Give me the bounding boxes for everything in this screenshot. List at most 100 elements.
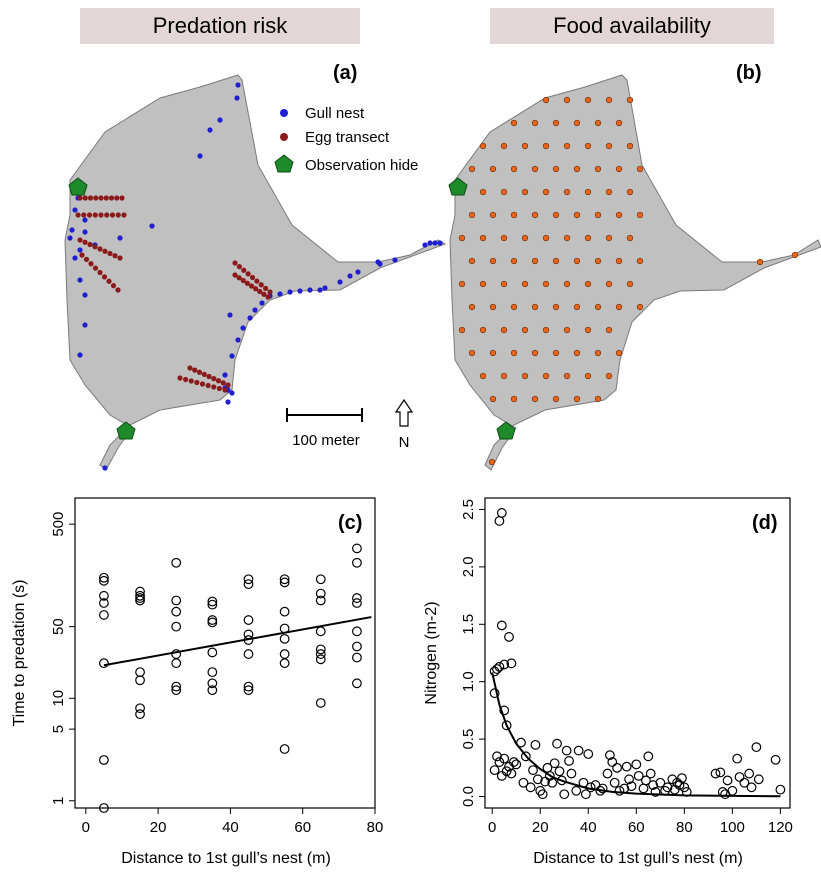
- food-sample-marker: [594, 119, 602, 127]
- egg-transect-marker: [92, 212, 98, 218]
- food-sample-marker: [626, 280, 634, 288]
- food-sample-marker: [488, 458, 496, 466]
- egg-transect-marker: [263, 285, 269, 291]
- food-sample-marker: [584, 234, 592, 242]
- gull-nest-marker: [322, 285, 328, 291]
- data-point-c: [99, 590, 109, 601]
- food-sample-marker: [552, 165, 560, 173]
- gull-nest-marker: [377, 261, 383, 267]
- data-point-d: [609, 777, 620, 788]
- data-point-c: [171, 685, 182, 696]
- data-point-c: [207, 599, 218, 610]
- food-sample-marker: [605, 96, 613, 104]
- food-sample-marker: [542, 372, 550, 380]
- y-tick-label-d: 1.5: [460, 614, 477, 635]
- data-point-d: [532, 774, 543, 785]
- y-tick-label-d: 2.5: [460, 499, 477, 520]
- data-point-d: [753, 774, 764, 785]
- egg-transect-marker: [211, 376, 217, 382]
- data-point-d: [499, 659, 510, 670]
- legend-gull-nest-marker: [280, 109, 288, 117]
- food-sample-marker: [500, 142, 508, 150]
- header-predation-risk-label: Predation risk: [152, 13, 288, 38]
- north-label: N: [399, 434, 410, 451]
- food-sample-marker: [468, 349, 476, 357]
- data-point-c: [207, 596, 218, 607]
- food-sample-marker: [563, 326, 571, 334]
- egg-transect-marker: [206, 373, 212, 380]
- data-point-d: [561, 745, 572, 756]
- egg-transect-marker: [81, 212, 87, 218]
- data-point-c: [352, 626, 362, 637]
- food-sample-marker: [615, 119, 623, 127]
- food-sample-marker: [500, 280, 508, 288]
- gull-nest-marker: [337, 279, 343, 285]
- egg-transect-marker: [211, 384, 217, 390]
- data-point-d: [489, 688, 500, 699]
- egg-transect-marker: [86, 212, 93, 218]
- gull-nest-marker: [69, 227, 75, 233]
- egg-transect-marker: [194, 379, 200, 386]
- food-sample-marker: [510, 395, 518, 403]
- gull-nest-marker: [259, 300, 265, 306]
- data-point-d: [547, 777, 558, 788]
- food-sample-marker: [521, 280, 529, 288]
- food-sample-marker: [500, 326, 508, 334]
- food-sample-marker: [468, 303, 476, 311]
- egg-transect-marker: [82, 239, 88, 245]
- points-d: [489, 508, 786, 800]
- data-point-c: [207, 647, 218, 658]
- island-shape-a: [64, 74, 447, 471]
- data-point-d: [530, 739, 541, 750]
- egg-transect-marker: [196, 369, 203, 375]
- food-sample-marker: [615, 165, 623, 173]
- data-point-d: [492, 664, 502, 674]
- data-point-d: [602, 768, 613, 779]
- data-point-c: [279, 633, 290, 644]
- food-sample-marker: [531, 211, 539, 219]
- data-point-c: [243, 649, 254, 659]
- gull-nest-marker: [222, 372, 228, 378]
- data-point-d: [496, 508, 507, 518]
- data-point-c: [171, 658, 182, 669]
- egg-transect-marker: [97, 246, 103, 252]
- data-point-d: [511, 759, 522, 770]
- data-point-d: [626, 781, 637, 792]
- egg-transect-marker: [261, 291, 267, 297]
- data-point-c: [315, 595, 326, 606]
- data-point-c: [99, 755, 109, 765]
- food-sample-marker: [626, 234, 634, 242]
- gull-nest-marker: [217, 117, 223, 123]
- x-tick-label-d: 80: [676, 819, 693, 836]
- data-point-c: [315, 698, 326, 708]
- food-sample-marker: [584, 96, 592, 104]
- data-point-c: [99, 598, 109, 608]
- y-axis-c: 1 5 10 50 500: [50, 512, 75, 805]
- data-point-c: [315, 574, 326, 585]
- gull-nest-marker: [307, 287, 313, 293]
- data-point-c: [99, 572, 109, 583]
- y-axis-d: 0.0 0.5 1.0 1.5 2.0 2.5: [460, 499, 485, 807]
- food-sample-marker: [458, 280, 466, 288]
- trend-line-d: [491, 672, 781, 798]
- food-sample-marker: [552, 211, 560, 219]
- egg-transect-marker: [77, 237, 83, 243]
- data-point-d: [508, 757, 519, 767]
- x-tick-label-c: 0: [82, 819, 90, 836]
- data-point-c: [243, 685, 254, 696]
- plot-frame-d: [484, 497, 791, 809]
- scale-bar: 100 meter: [286, 408, 363, 449]
- data-point-c: [279, 606, 290, 617]
- data-point-c: [243, 574, 254, 585]
- data-point-c: [352, 557, 362, 568]
- data-point-c: [315, 654, 326, 665]
- food-sample-marker: [573, 211, 581, 219]
- gull-nest-marker: [72, 207, 78, 213]
- food-sample-marker: [563, 188, 571, 196]
- egg-transect-marker: [241, 267, 247, 273]
- data-point-c: [99, 658, 109, 669]
- food-sample-marker: [615, 211, 623, 219]
- food-sample-marker: [552, 349, 560, 357]
- gull-nest-marker: [437, 240, 443, 246]
- data-point-c: [352, 598, 362, 608]
